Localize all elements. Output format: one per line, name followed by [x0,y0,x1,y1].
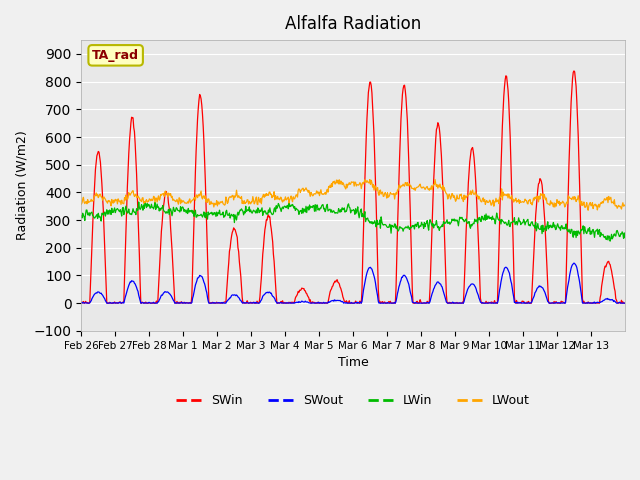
SWin [289,300,297,305]
SWout [621,300,629,306]
LWout [431,177,439,182]
LWin [142,202,150,207]
LWout [584,207,592,213]
SWin [142,299,150,305]
LWin [606,238,614,244]
SWout [142,300,150,306]
Line: LWout: LWout [81,180,625,210]
SWin [440,225,448,230]
X-axis label: Time: Time [338,356,369,369]
LWout [289,199,296,204]
LWin [410,223,417,228]
SWin [269,239,276,245]
LWin [77,213,85,218]
SWin [570,68,578,74]
Legend: SWin, SWout, LWin, LWout: SWin, SWout, LWin, LWout [172,389,535,412]
SWout [570,260,578,266]
Line: SWout: SWout [81,263,625,303]
SWin [242,300,250,306]
LWout [141,200,149,205]
LWout [268,195,276,201]
LWin [269,212,276,217]
SWout [242,300,250,306]
LWin [242,204,250,209]
LWin [289,203,297,209]
SWout [78,300,86,306]
LWout [621,202,629,208]
LWout [440,185,448,191]
LWout [241,201,249,206]
Line: SWin: SWin [81,71,625,303]
SWout [440,292,448,298]
Y-axis label: Radiation (W/m2): Radiation (W/m2) [15,131,28,240]
Text: TA_rad: TA_rad [92,49,139,62]
LWin [621,235,629,240]
SWin [77,300,85,305]
SWin [78,300,86,306]
LWin [135,199,143,205]
SWout [289,300,297,306]
SWout [77,300,85,305]
SWout [269,293,276,299]
Line: LWin: LWin [81,202,625,241]
SWin [410,300,417,306]
LWout [77,201,85,207]
SWout [410,300,417,305]
Title: Alfalfa Radiation: Alfalfa Radiation [285,15,421,33]
LWin [440,221,448,227]
LWout [409,186,417,192]
SWin [621,300,629,306]
